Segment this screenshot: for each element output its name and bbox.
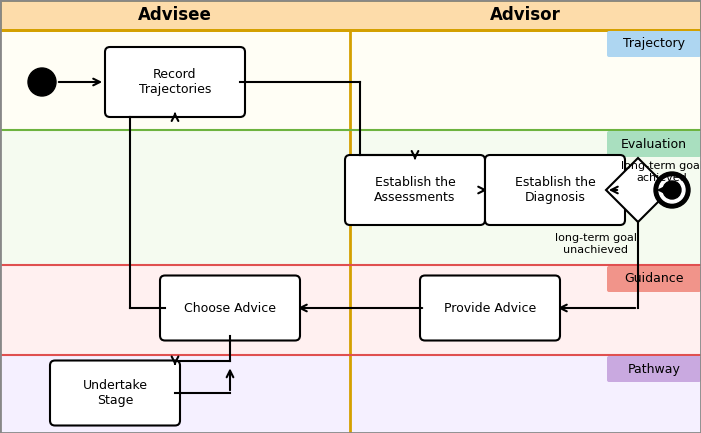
Text: Guidance: Guidance <box>625 272 683 285</box>
Text: Record
Trajectories: Record Trajectories <box>139 68 211 96</box>
FancyBboxPatch shape <box>607 356 701 382</box>
Text: long-term goal
achieved: long-term goal achieved <box>621 161 701 183</box>
Text: Undertake
Stage: Undertake Stage <box>83 379 147 407</box>
Text: Provide Advice: Provide Advice <box>444 301 536 314</box>
FancyBboxPatch shape <box>105 47 245 117</box>
Circle shape <box>663 181 681 199</box>
Bar <box>0 30 701 130</box>
FancyBboxPatch shape <box>607 131 701 157</box>
Text: Evaluation: Evaluation <box>621 138 687 151</box>
Circle shape <box>28 68 56 96</box>
FancyBboxPatch shape <box>50 361 180 426</box>
Text: Trajectory: Trajectory <box>623 38 685 51</box>
FancyBboxPatch shape <box>607 31 701 57</box>
FancyBboxPatch shape <box>485 155 625 225</box>
Text: Establish the
Assessments: Establish the Assessments <box>374 176 456 204</box>
Text: Advisor: Advisor <box>490 6 561 24</box>
Text: Pathway: Pathway <box>627 362 681 375</box>
Bar <box>0 355 701 433</box>
Polygon shape <box>606 158 670 222</box>
Bar <box>0 265 701 355</box>
Text: long-term goal
unachieved: long-term goal unachieved <box>555 233 637 255</box>
FancyBboxPatch shape <box>160 275 300 340</box>
Text: Advisee: Advisee <box>138 6 212 24</box>
FancyBboxPatch shape <box>420 275 560 340</box>
Text: Choose Advice: Choose Advice <box>184 301 276 314</box>
Bar <box>0 0 701 30</box>
FancyBboxPatch shape <box>345 155 485 225</box>
Circle shape <box>659 177 685 203</box>
Circle shape <box>654 172 690 208</box>
Bar <box>0 130 701 265</box>
Text: Establish the
Diagnosis: Establish the Diagnosis <box>515 176 595 204</box>
FancyBboxPatch shape <box>607 266 701 292</box>
